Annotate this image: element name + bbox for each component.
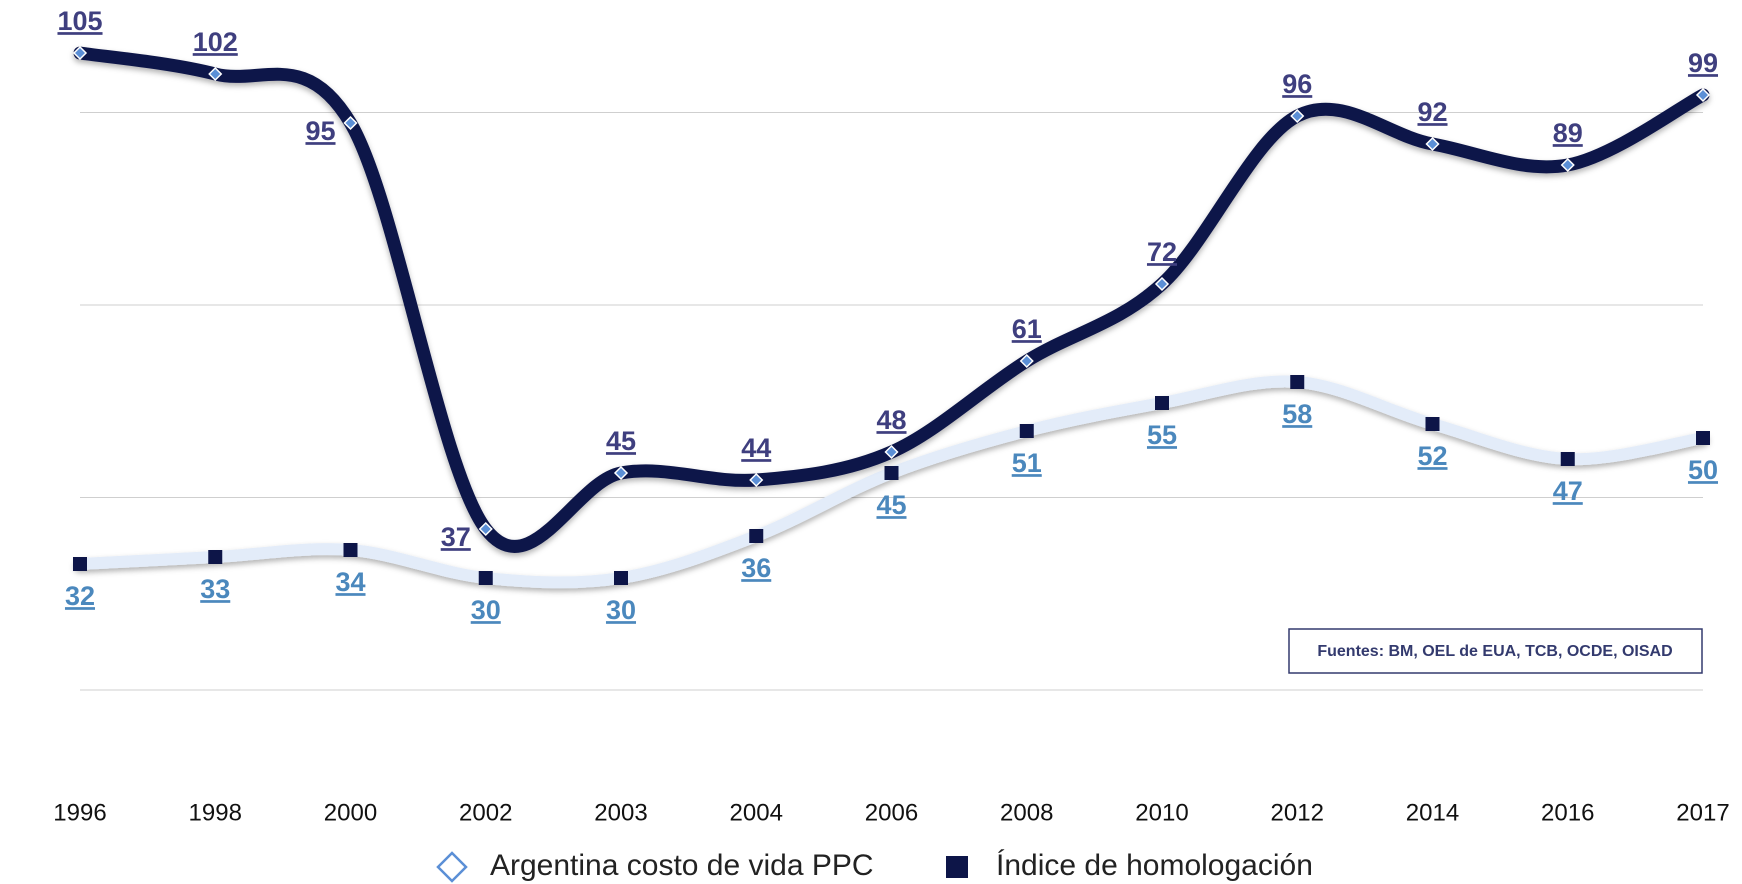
series-line	[73, 46, 1710, 553]
data-label: 45	[876, 490, 906, 520]
point-marker	[884, 466, 899, 480]
point-marker	[1019, 353, 1034, 369]
x-tick-label: 2006	[865, 799, 918, 826]
point-marker	[72, 45, 88, 61]
data-label: 45	[606, 426, 636, 456]
point-marker	[614, 571, 628, 585]
data-label: 92	[1417, 97, 1447, 127]
data-label: 37	[441, 522, 471, 552]
data-label: 47	[1553, 476, 1583, 506]
point-marker	[749, 472, 764, 488]
point-marker	[749, 529, 764, 543]
data-label: 30	[471, 595, 501, 625]
data-label: 99	[1688, 48, 1718, 78]
legend-label: Índice de homologación	[996, 849, 1313, 882]
point-marker	[884, 444, 899, 460]
point-marker	[1696, 431, 1710, 445]
point-marker	[208, 550, 223, 564]
x-tick-label: 2017	[1676, 799, 1729, 826]
data-label: 30	[606, 595, 636, 625]
x-tick-label: 2000	[324, 799, 377, 826]
x-tick-label: 2016	[1541, 799, 1594, 826]
point-marker	[1155, 396, 1169, 410]
point-marker	[1425, 417, 1440, 431]
point-marker	[1290, 375, 1305, 389]
data-label: 36	[741, 553, 771, 583]
data-label: 52	[1417, 441, 1447, 471]
point-marker	[1290, 108, 1305, 124]
data-label: 96	[1282, 69, 1312, 99]
data-label: 55	[1147, 420, 1177, 450]
point-marker	[1695, 87, 1711, 103]
point-marker	[208, 66, 223, 82]
point-marker	[478, 521, 493, 537]
point-marker	[1560, 452, 1575, 466]
data-label: 105	[57, 6, 102, 36]
data-label: 44	[741, 433, 771, 463]
x-tick-label: 2008	[1000, 799, 1053, 826]
x-tick-label: 1996	[53, 799, 106, 826]
legend-label: Argentina costo de vida PPC	[490, 849, 874, 882]
x-tick-label: 2014	[1406, 799, 1459, 826]
data-label: 32	[65, 581, 95, 611]
legend-marker	[436, 851, 468, 883]
point-marker	[73, 557, 87, 571]
legend-marker	[946, 856, 968, 878]
point-marker	[1425, 136, 1440, 152]
data-label: 95	[305, 116, 335, 146]
data-label: 34	[335, 567, 365, 597]
source-note: Fuentes: BM, OEL de EUA, TCB, OCDE, OISA…	[1317, 643, 1672, 660]
data-label: 58	[1282, 399, 1312, 429]
x-tick-label: 2003	[594, 799, 647, 826]
data-label: 61	[1012, 314, 1042, 344]
point-marker	[343, 115, 358, 131]
x-tick-label: 2002	[459, 799, 512, 826]
x-tick-label: 2012	[1271, 799, 1324, 826]
source-box	[1288, 628, 1703, 674]
point-marker	[1560, 157, 1575, 173]
point-marker	[1019, 424, 1034, 438]
point-marker	[613, 465, 629, 481]
point-marker	[478, 571, 493, 585]
data-label: 51	[1012, 448, 1042, 478]
x-tick-label: 1998	[189, 799, 242, 826]
point-marker	[343, 543, 358, 557]
data-label: 48	[876, 405, 906, 435]
data-label: 102	[193, 27, 238, 57]
data-label: 89	[1553, 118, 1583, 148]
data-label: 33	[200, 574, 230, 604]
point-marker	[1154, 276, 1170, 292]
data-label: 72	[1147, 237, 1177, 267]
data-label: 50	[1688, 455, 1718, 485]
x-tick-label: 2004	[730, 799, 783, 826]
x-tick-label: 2010	[1135, 799, 1188, 826]
